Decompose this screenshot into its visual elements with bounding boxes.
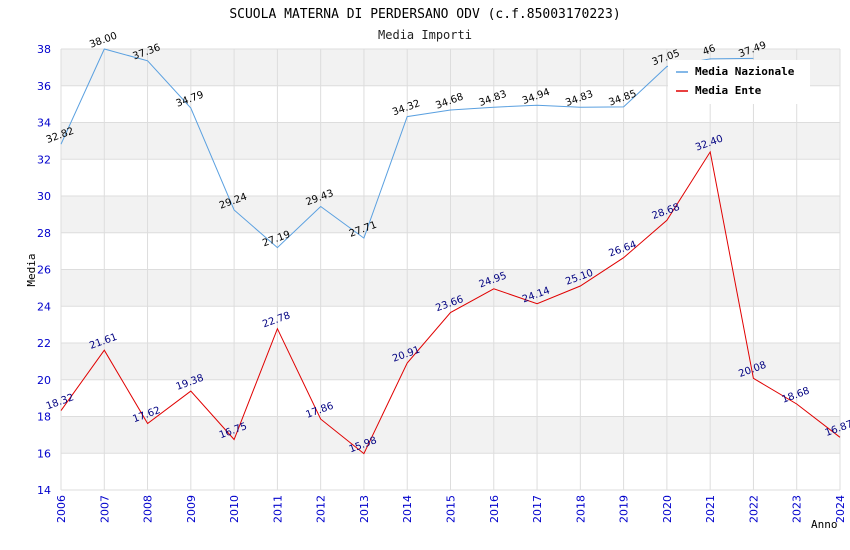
- x-tick-label: 2021: [704, 495, 717, 523]
- data-label-media-ente: 26.64: [607, 239, 638, 259]
- x-tick-label: 2009: [185, 495, 198, 523]
- x-tick-label: 2013: [358, 495, 371, 523]
- series-layer: [60, 48, 841, 455]
- y-tick-label: 20: [37, 374, 51, 387]
- x-tick-label: 2016: [488, 495, 501, 523]
- y-tick-label: 14: [37, 484, 51, 497]
- data-label-media-nazionale: 34.94: [521, 87, 552, 107]
- data-label-media-nazionale: 34.83: [564, 89, 595, 109]
- legend-label-media-nazionale: Media Nazionale: [695, 65, 795, 78]
- x-tick-label: 2024: [834, 495, 847, 523]
- x-tick-label: 2007: [98, 495, 111, 523]
- y-tick-label: 32: [37, 153, 51, 166]
- data-label-media-nazionale: 34.85: [607, 88, 638, 108]
- y-tick-label: 26: [37, 264, 51, 277]
- y-tick-label: 16: [37, 447, 51, 460]
- data-label-media-ente: 18.68: [781, 386, 812, 406]
- y-tick-label: 18: [37, 411, 51, 424]
- data-label-media-ente: 18.32: [45, 392, 76, 412]
- x-tick-label: 2010: [228, 495, 241, 523]
- chart-title: SCUOLA MATERNA DI PERDERSANO ODV (c.f.85…: [229, 7, 620, 22]
- x-tick-label: 2006: [55, 495, 68, 523]
- x-tick-label: 2008: [142, 495, 155, 523]
- y-tick-label: 38: [37, 43, 51, 56]
- y-axis-label: Media: [25, 253, 38, 286]
- x-tick-label: 2023: [791, 495, 804, 523]
- data-label-media-nazionale: 34.68: [434, 92, 465, 112]
- series-line-media-nazionale: [60, 48, 754, 249]
- y-tick-label: 24: [37, 300, 51, 313]
- x-tick-label: 2015: [445, 495, 458, 523]
- legend-label-media-ente: Media Ente: [695, 84, 762, 97]
- data-label-media-ente: 22.78: [261, 310, 292, 330]
- x-tick-label: 2018: [574, 495, 587, 523]
- x-tick-label: 2012: [315, 495, 328, 523]
- y-tick-label: 30: [37, 190, 51, 203]
- data-label-media-nazionale: 38.00: [88, 31, 119, 51]
- y-axis-ticks: 14 16 18 20 22 24 26 28 30 32 34 36 38: [37, 43, 51, 497]
- x-axis-label: Anno: [811, 518, 838, 531]
- grid-lines: [60, 48, 841, 491]
- series-line-media-ente: [60, 150, 841, 455]
- x-tick-label: 2019: [618, 495, 631, 523]
- data-label-media-nazionale: 46: [701, 43, 717, 58]
- x-tick-label: 2014: [401, 495, 414, 523]
- legend: Media Nazionale Media Ente: [668, 60, 810, 104]
- x-tick-label: 2020: [661, 495, 674, 523]
- legend-box: [668, 60, 810, 104]
- x-tick-label: 2022: [747, 495, 760, 523]
- x-tick-label: 2011: [271, 495, 284, 523]
- y-tick-label: 34: [37, 117, 51, 130]
- data-label-media-nazionale: 34.83: [478, 89, 509, 109]
- chart-subtitle: Media Importi: [378, 28, 472, 42]
- y-tick-label: 22: [37, 337, 51, 350]
- y-tick-label: 28: [37, 227, 51, 240]
- x-axis-ticks: 2006 2007 2008 2009 2010 2011 2012 2013 2014 2015…: [55, 495, 847, 523]
- x-tick-label: 2017: [531, 495, 544, 523]
- y-tick-label: 36: [37, 80, 51, 93]
